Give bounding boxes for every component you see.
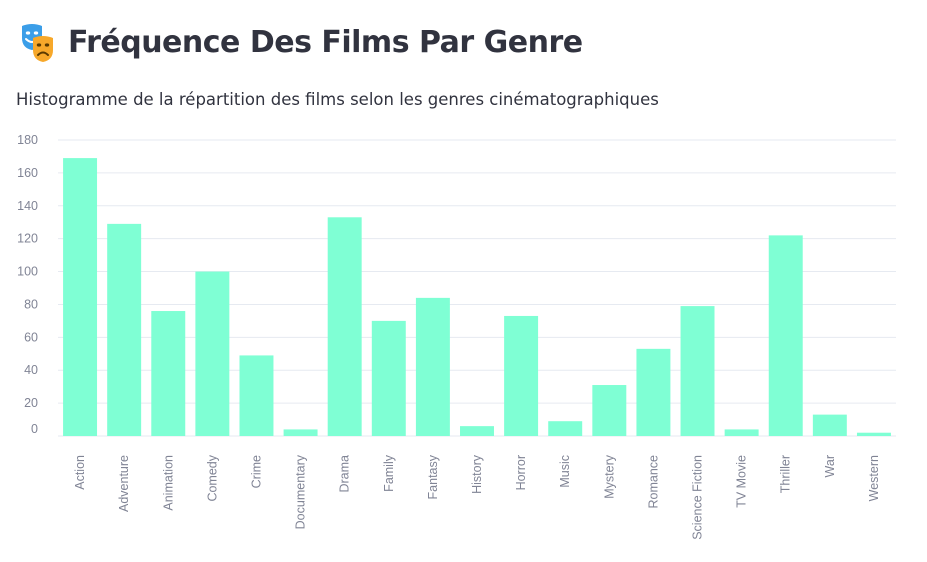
- x-axis-tick-labels: Action Adventure Animation Comedy Crime Docum…: [73, 454, 881, 540]
- x-tick-label: History: [470, 454, 484, 494]
- y-tick-label: 20: [24, 396, 38, 410]
- x-tick-label: TV Movie: [735, 455, 749, 508]
- bar-animation[interactable]: [151, 311, 186, 436]
- y-tick-label: 40: [24, 363, 38, 377]
- x-tick-label: Thriller: [779, 455, 793, 493]
- y-tick-label: 180: [17, 133, 38, 147]
- y-tick-label: 120: [17, 232, 38, 246]
- bar-western[interactable]: [856, 432, 891, 436]
- bar-horror[interactable]: [504, 315, 539, 436]
- y-axis-tick-labels: 0 20 40 60 80 100 120 140 160 180: [17, 133, 38, 436]
- bar-mystery[interactable]: [592, 385, 627, 436]
- x-tick-label: Music: [558, 455, 572, 488]
- x-tick-label: Western: [867, 455, 881, 501]
- bar-documentary[interactable]: [283, 429, 318, 436]
- chart-bars: [63, 158, 891, 437]
- bar-adventure[interactable]: [107, 223, 142, 436]
- page-header: Fréquence Des Films Par Genre: [20, 22, 583, 62]
- bar-science-fiction[interactable]: [680, 306, 715, 436]
- x-tick-label: Fantasy: [426, 454, 440, 499]
- x-tick-label: Action: [73, 455, 87, 490]
- y-tick-label: 160: [17, 166, 38, 180]
- bar-thriller[interactable]: [768, 235, 803, 436]
- x-tick-label: Documentary: [294, 454, 308, 529]
- x-tick-label: Crime: [249, 455, 263, 488]
- bar-drama[interactable]: [327, 217, 362, 436]
- bar-comedy[interactable]: [195, 271, 230, 436]
- performing-arts-masks-icon: [22, 24, 53, 62]
- y-tick-label: 0: [31, 422, 38, 436]
- bar-action[interactable]: [63, 158, 98, 437]
- bar-music[interactable]: [548, 421, 583, 436]
- bar-fantasy[interactable]: [415, 297, 450, 436]
- x-tick-label: Animation: [161, 455, 175, 511]
- bar-family[interactable]: [371, 320, 406, 436]
- y-tick-label: 140: [17, 199, 38, 213]
- bar-crime[interactable]: [239, 355, 274, 436]
- x-tick-label: Science Fiction: [691, 455, 705, 540]
- x-tick-label: Horror: [514, 455, 528, 490]
- x-tick-label: Mystery: [602, 454, 616, 499]
- y-tick-label: 80: [24, 297, 38, 311]
- x-tick-label: Drama: [338, 455, 352, 493]
- x-tick-label: War: [823, 455, 837, 477]
- y-tick-label: 60: [24, 330, 38, 344]
- page-subtitle: Histogramme de la répartition des films …: [16, 90, 659, 109]
- x-tick-label: Comedy: [205, 454, 219, 501]
- y-tick-label: 100: [17, 265, 38, 279]
- x-tick-label: Adventure: [117, 455, 131, 512]
- bar-history[interactable]: [460, 426, 494, 436]
- bar-romance[interactable]: [636, 348, 671, 436]
- page-title: Fréquence Des Films Par Genre: [68, 24, 583, 60]
- x-tick-label: Family: [382, 454, 396, 492]
- bar-war[interactable]: [812, 414, 847, 436]
- x-tick-label: Romance: [646, 455, 660, 509]
- bar-tv-movie[interactable]: [724, 429, 759, 436]
